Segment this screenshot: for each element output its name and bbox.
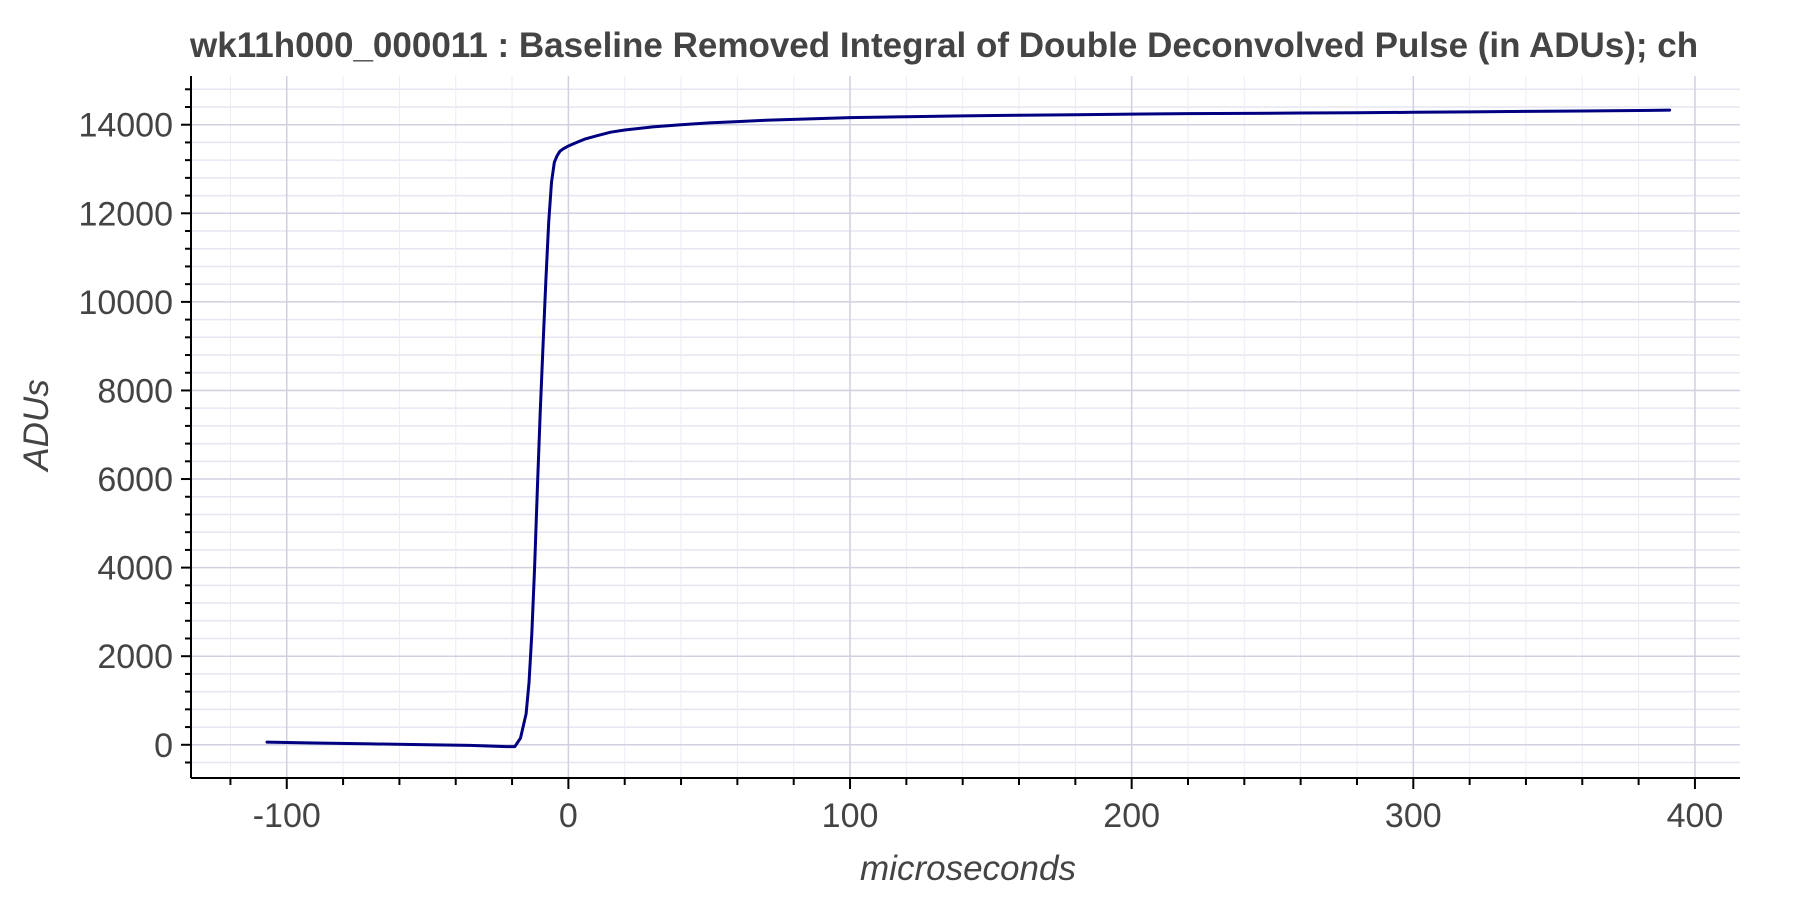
y-tick-label: 6000 [97, 461, 173, 499]
axes [190, 76, 1740, 779]
series [265, 108, 1672, 749]
y-tick-label: 4000 [97, 550, 173, 588]
grid [191, 76, 1740, 778]
x-tick-label: 100 [822, 797, 879, 835]
chart-title: wk11h000_000011 : Baseline Removed Integ… [189, 26, 1698, 65]
x-tick-label: 200 [1103, 797, 1160, 835]
y-tick-label: 14000 [78, 107, 173, 145]
y-tick-label: 2000 [97, 638, 173, 676]
x-tick-label: -100 [253, 797, 321, 835]
x-tick-label: 0 [559, 797, 578, 835]
y-tick-label: 8000 [97, 372, 173, 410]
x-axis-label: microseconds [860, 849, 1076, 888]
y-axis-label: ADUs [17, 379, 56, 472]
series-line [265, 108, 1672, 749]
x-tick-label: 400 [1667, 797, 1724, 835]
y-tick-label: 0 [154, 727, 173, 765]
ticks: 0 2000 4000 6000 8000 10000 12000 14000 -100 0 100… [78, 88, 1724, 835]
x-tick-label: 300 [1385, 797, 1442, 835]
y-tick-label: 10000 [78, 284, 173, 322]
plot-area [191, 76, 1740, 778]
y-tick-label: 12000 [78, 195, 173, 233]
